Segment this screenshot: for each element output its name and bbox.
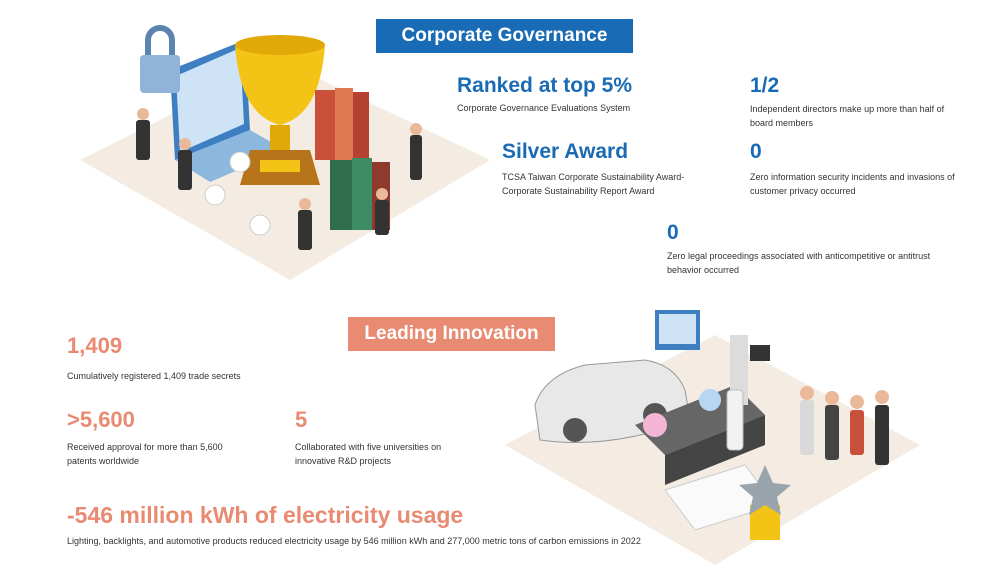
stat-desc-info-security: Zero information security incidents and …	[750, 172, 955, 196]
stat-desc-ranking: Corporate Governance Evaluations System	[457, 103, 631, 113]
stat-desc-independent-directors: Independent directors make up more than …	[750, 104, 945, 128]
governance-illustration	[80, 25, 490, 280]
innovation-illustration	[505, 310, 920, 565]
stat-desc-patents: Received approval for more than 5,600 pa…	[67, 442, 223, 466]
stat-value-patents: >5,600	[67, 407, 135, 432]
stat-value-independent-directors: 1/2	[750, 74, 780, 97]
stat-value-info-security: 0	[750, 140, 762, 163]
stat-value-universities: 5	[295, 407, 308, 432]
stat-value-ranking: Ranked at top 5%	[457, 74, 633, 97]
section-title-innovation: Leading Innovation	[348, 317, 555, 351]
section-title-governance: Corporate Governance	[376, 19, 633, 53]
stat-value-silver-award: Silver Award	[502, 140, 629, 163]
stat-desc-electricity: Lighting, backlights, and automotive pro…	[67, 536, 641, 546]
stat-desc-trade-secrets: Cumulatively registered 1,409 trade secr…	[67, 371, 241, 381]
stat-desc-legal: Zero legal proceedings associated with a…	[667, 251, 931, 275]
stat-value-electricity: -546 million kWh of electricity usage	[67, 502, 464, 528]
stat-value-trade-secrets: 1,409	[67, 333, 123, 358]
stat-value-legal: 0	[667, 221, 679, 244]
stat-desc-universities: Collaborated with five universities on i…	[295, 442, 442, 466]
stat-desc-silver-award: TCSA Taiwan Corporate Sustainability Awa…	[502, 172, 685, 196]
